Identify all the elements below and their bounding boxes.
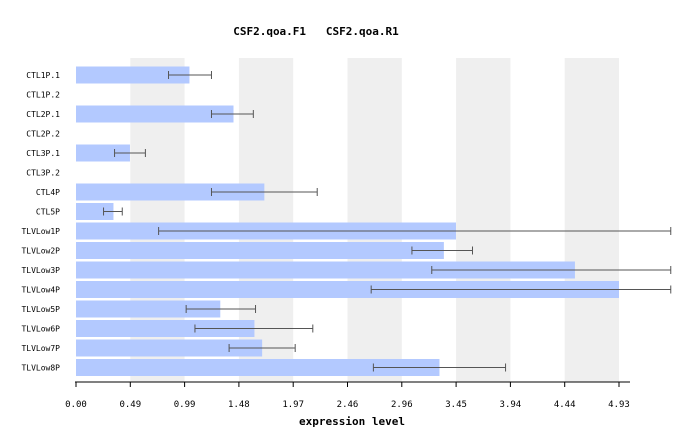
category-label: TLVLow5P bbox=[21, 305, 60, 314]
x-axis-ticks: 0.00 0.49 0.99 1.48 1.97 2.46 2.96 3.45 3.94 4.44… bbox=[65, 382, 630, 410]
category-label: CTL3P.2 bbox=[26, 169, 60, 178]
bar bbox=[76, 203, 114, 220]
x-tick-label: 3.94 bbox=[500, 400, 522, 410]
category-label: CTL1P.1 bbox=[26, 71, 60, 80]
category-label: TLVLow1P bbox=[21, 227, 60, 236]
category-label: CTL2P.2 bbox=[26, 130, 60, 139]
category-label: CTL2P.1 bbox=[26, 110, 60, 119]
category-label: CTL4P bbox=[36, 188, 60, 197]
category-label: TLVLow7P bbox=[21, 344, 60, 353]
category-label: TLVLow6P bbox=[21, 325, 60, 334]
bars-layer bbox=[76, 66, 619, 376]
x-tick-label: 3.45 bbox=[445, 400, 467, 410]
category-labels: CTL1P.1 CTL1P.2 CTL2P.1 CTL2P.2 CTL3P.1 CTL3P… bbox=[21, 71, 60, 373]
category-label: CTL1P.2 bbox=[26, 91, 60, 100]
x-tick-label: 2.96 bbox=[391, 400, 413, 410]
category-label: TLVLow3P bbox=[21, 266, 60, 275]
background-band bbox=[347, 58, 402, 382]
background-bands bbox=[130, 58, 619, 382]
x-tick-label: 0.00 bbox=[65, 400, 87, 410]
bar bbox=[76, 261, 575, 279]
background-band bbox=[564, 58, 619, 382]
error-bars-layer bbox=[103, 71, 672, 372]
bar bbox=[76, 320, 255, 337]
bar bbox=[76, 242, 444, 259]
x-tick-label: 0.99 bbox=[174, 400, 196, 410]
category-label: CTL3P.1 bbox=[26, 149, 60, 158]
bar bbox=[76, 281, 619, 298]
x-axis-label: expression level bbox=[299, 415, 405, 428]
chart-title: CSF2.qoa.F1 CSF2.qoa.R1 bbox=[233, 25, 399, 38]
bar bbox=[76, 66, 190, 84]
bar bbox=[76, 339, 263, 357]
category-label: TLVLow2P bbox=[21, 247, 60, 256]
bar bbox=[76, 183, 265, 201]
bar bbox=[76, 105, 234, 123]
background-band bbox=[456, 58, 511, 382]
bar bbox=[76, 144, 130, 162]
x-tick-label: 0.49 bbox=[119, 400, 141, 410]
category-label: TLVLow8P bbox=[21, 364, 60, 373]
x-tick-label: 2.46 bbox=[337, 400, 359, 410]
bar bbox=[76, 359, 440, 376]
x-tick-label: 1.48 bbox=[228, 400, 250, 410]
x-tick-label: 4.44 bbox=[554, 400, 576, 410]
category-label: TLVLow4P bbox=[21, 286, 60, 295]
category-label: CTL5P bbox=[36, 208, 60, 217]
bar bbox=[76, 300, 221, 318]
x-tick-label: 4.93 bbox=[608, 400, 630, 410]
x-tick-label: 1.97 bbox=[282, 400, 304, 410]
